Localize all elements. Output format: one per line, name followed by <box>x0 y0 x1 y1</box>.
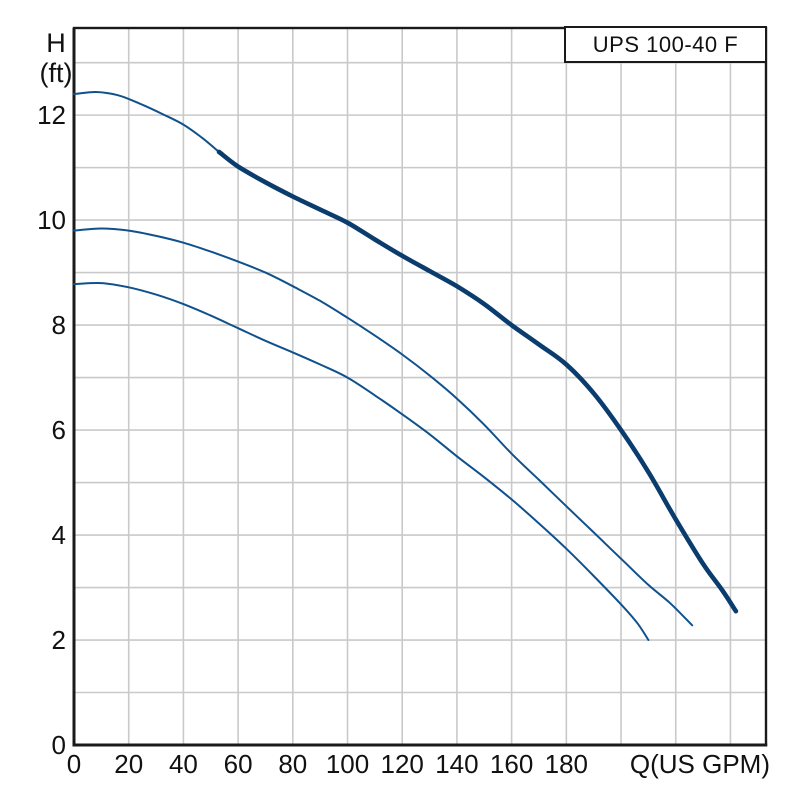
x-tick-label: 120 <box>380 749 424 779</box>
curve-mid-speed <box>73 227 694 627</box>
curve-max-speed-bold-segment <box>216 149 739 614</box>
x-tick-label: 80 <box>278 749 308 779</box>
x-axis-title: Q(US GPM) <box>629 749 770 779</box>
x-tick-label: 20 <box>114 749 144 779</box>
x-tick-label: 140 <box>435 749 479 779</box>
pump-model-box: UPS 100-40 F <box>564 26 767 63</box>
y-tick-label: 12 <box>37 100 66 131</box>
pump-model-label: UPS 100-40 F <box>592 31 739 57</box>
y-axis-title-symbol: H <box>46 28 66 58</box>
y-axis-title: H (ft) <box>30 28 82 88</box>
y-tick-label: 6 <box>51 415 66 446</box>
y-tick-label: 8 <box>51 310 66 341</box>
x-tick-label: 0 <box>66 749 82 779</box>
y-tick-label: 0 <box>51 730 66 760</box>
x-tick-label: 160 <box>489 749 534 779</box>
x-tick-label: 180 <box>544 749 589 779</box>
x-tick-label: 40 <box>168 749 198 779</box>
x-tick-label: 60 <box>223 749 253 779</box>
x-tick-label: 100 <box>325 749 370 779</box>
curve-max-speed-thin-segment <box>73 90 220 153</box>
y-tick-label: 2 <box>51 625 66 656</box>
y-tick-label: 10 <box>37 205 66 236</box>
curve-min-speed <box>73 281 650 641</box>
y-axis-title-unit: (ft) <box>39 58 73 88</box>
plot-border <box>72 26 768 747</box>
y-tick-label: 4 <box>51 520 66 551</box>
